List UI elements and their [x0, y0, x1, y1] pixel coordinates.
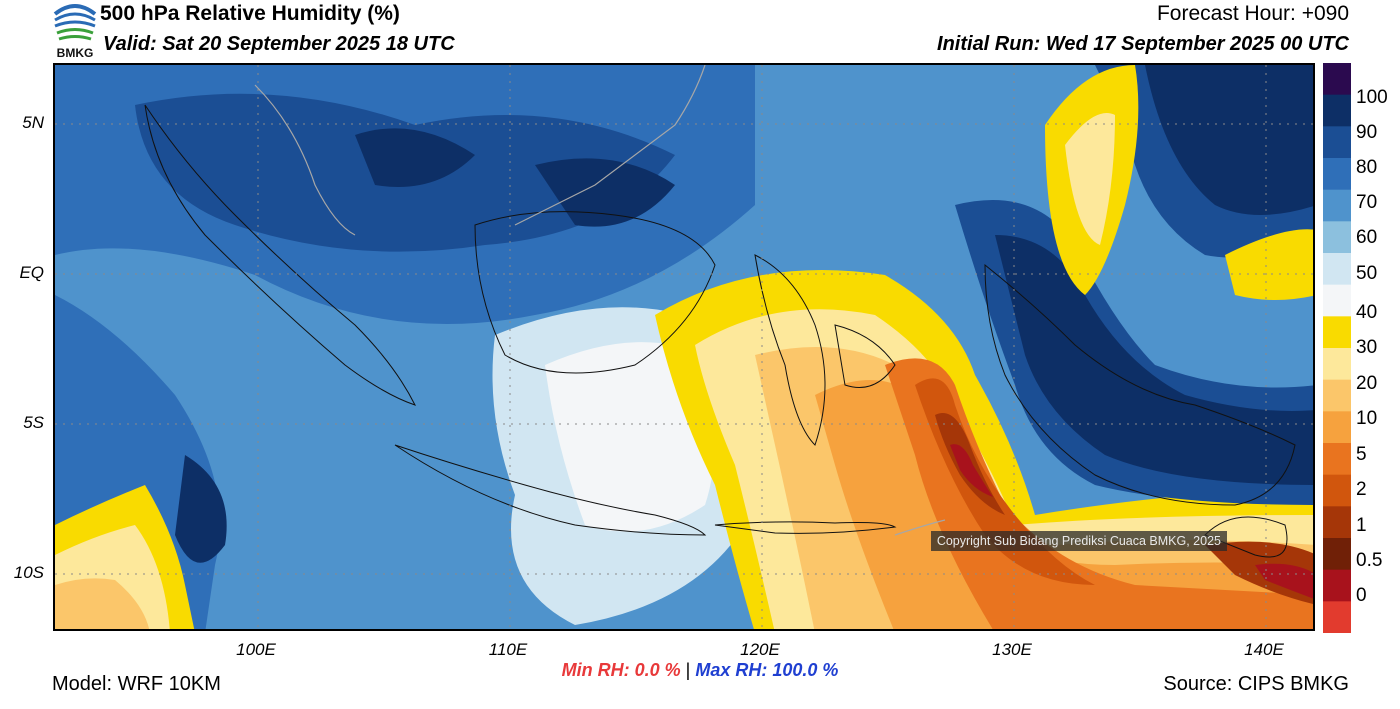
initial-run: Initial Run: Wed 17 September 2025 00 UT… — [937, 33, 1349, 55]
colorbar-label: 2 — [1356, 479, 1367, 500]
colorbar-label: 60 — [1356, 227, 1378, 248]
colorbar-label: 0.5 — [1356, 550, 1383, 571]
bmkg-logo: BMKG — [50, 0, 100, 60]
colorbar-label: 30 — [1356, 337, 1378, 358]
colorbar-label: 70 — [1356, 192, 1378, 213]
lat-label-5s: 5S — [23, 413, 44, 432]
source-info: Source: CIPS BMKG — [1163, 673, 1349, 695]
colorbar-swatch — [1323, 284, 1351, 317]
model-info: Model: WRF 10KM — [52, 673, 221, 695]
colorbar-label: 0 — [1356, 585, 1367, 606]
copyright-notice: Copyright Sub Bidang Prediksi Cuaca BMKG… — [930, 531, 1227, 551]
colorbar-swatch — [1323, 348, 1351, 381]
lon-label-130e: 130E — [992, 640, 1032, 659]
colorbar-swatch — [1323, 443, 1351, 476]
colorbar-swatch — [1323, 63, 1351, 96]
colorbar-label: 20 — [1356, 373, 1378, 394]
min-rh: Min RH: 0.0 % — [561, 660, 681, 680]
colorbar-swatch — [1323, 94, 1351, 127]
colorbar-label: 100 — [1356, 87, 1388, 108]
colorbar-label: 50 — [1356, 263, 1378, 284]
lat-label-10s: 10S — [13, 563, 44, 582]
lon-label-120e: 120E — [740, 640, 780, 659]
colorbar-swatch — [1323, 379, 1351, 412]
lon-label-100e: 100E — [236, 640, 276, 659]
colorbar-swatch — [1323, 316, 1351, 349]
colorbar-swatch — [1323, 126, 1351, 159]
colorbar-label: 10 — [1356, 408, 1378, 429]
colorbar-label: 1 — [1356, 515, 1367, 536]
svg-text:BMKG: BMKG — [57, 46, 94, 60]
colorbar-swatch — [1323, 601, 1351, 634]
colorbar-swatch — [1323, 411, 1351, 444]
lat-label-eq: EQ — [19, 263, 44, 282]
colorbar-swatch — [1323, 506, 1351, 539]
colorbar-label: 40 — [1356, 302, 1378, 323]
lat-label-5n: 5N — [22, 113, 44, 132]
min-max-separator: | — [685, 660, 691, 680]
colorbar-swatch — [1323, 221, 1351, 254]
humidity-map: Copyright Sub Bidang Prediksi Cuaca BMKG… — [53, 63, 1315, 631]
colorbar-label: 5 — [1356, 444, 1367, 465]
colorbar-label: 90 — [1356, 122, 1378, 143]
valid-time: Valid: Sat 20 September 2025 18 UTC — [103, 33, 455, 55]
colorbar-swatch — [1323, 253, 1351, 286]
colorbar-swatch — [1323, 538, 1351, 571]
map-title: 500 hPa Relative Humidity (%) — [100, 2, 400, 25]
colorbar-swatch — [1323, 189, 1351, 222]
forecast-hour: Forecast Hour: +090 — [1156, 2, 1349, 25]
min-max-rh: Min RH: 0.0 % | Max RH: 100.0 % — [0, 660, 1400, 681]
colorbar-swatch — [1323, 474, 1351, 507]
lon-label-140e: 140E — [1244, 640, 1284, 659]
colorbar-swatch — [1323, 569, 1351, 602]
max-rh: Max RH: 100.0 % — [695, 660, 839, 680]
colorbar-swatch — [1323, 158, 1351, 191]
lon-label-110e: 110E — [488, 640, 528, 659]
colorbar — [1323, 63, 1351, 634]
colorbar-label: 80 — [1356, 157, 1378, 178]
